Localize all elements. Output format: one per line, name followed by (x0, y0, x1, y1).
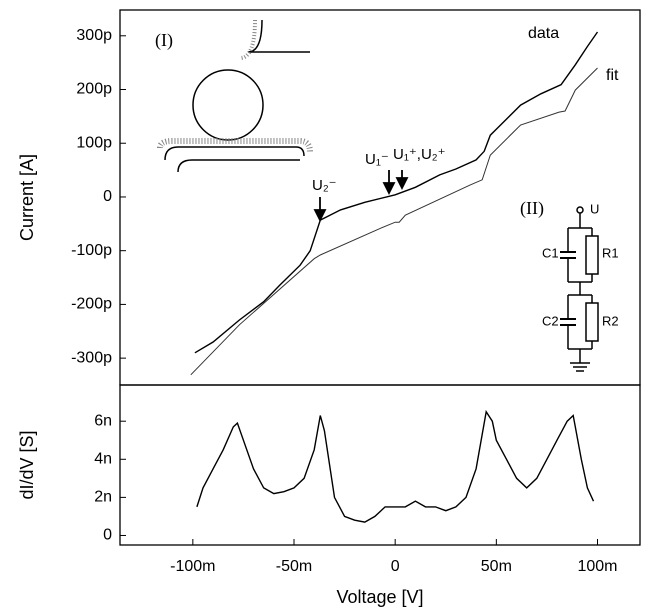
x-tick-label: -100m (170, 558, 215, 575)
annotation: U (590, 201, 599, 216)
series-line (194, 31, 599, 354)
legend-label: fit (606, 67, 619, 84)
y-tick-label: 0 (103, 527, 112, 544)
circuit (560, 206, 599, 372)
y-tick-label: 4n (94, 451, 112, 468)
x-tick-label: 100m (577, 558, 617, 575)
y-tick-label: 100p (76, 134, 112, 151)
plot-frame (119, 384, 641, 546)
arrows (313, 170, 409, 223)
y-tick-label: 200p (76, 81, 112, 98)
y-tick-label: -300p (71, 349, 112, 366)
y-tick-label: 300p (76, 27, 112, 44)
inset-sketch (157, 19, 313, 173)
annotation: C1 (542, 245, 559, 260)
y-tick-label: 0 (103, 188, 112, 205)
y-tick-label: -100p (71, 242, 112, 259)
x-tick-label: 50m (481, 558, 512, 575)
legend-label: data (528, 25, 559, 42)
series-line (190, 67, 598, 376)
y-axis-label: Current [A] (17, 154, 37, 241)
x-tick-label: 0 (391, 558, 400, 575)
annotation: (I) (155, 30, 173, 51)
x-axis-label: Voltage [V] (336, 587, 423, 607)
annotation: U₁⁺,U₂⁺ (393, 146, 446, 163)
y-axis-label: dI/dV [S] (17, 430, 37, 499)
series-line (196, 409, 595, 523)
annotation: U₁⁻ (365, 151, 389, 168)
y-tick-label: 6n (94, 412, 112, 429)
annotation: (II) (520, 198, 544, 219)
annotation: R1 (602, 245, 619, 260)
y-tick-label: -200p (71, 296, 112, 313)
x-tick-label: -50m (276, 558, 312, 575)
plot-frame (119, 9, 641, 386)
y-tick-label: 2n (94, 489, 112, 506)
annotation: U₂⁻ (312, 177, 337, 194)
annotation: R2 (602, 313, 619, 328)
annotation: C2 (542, 313, 559, 328)
